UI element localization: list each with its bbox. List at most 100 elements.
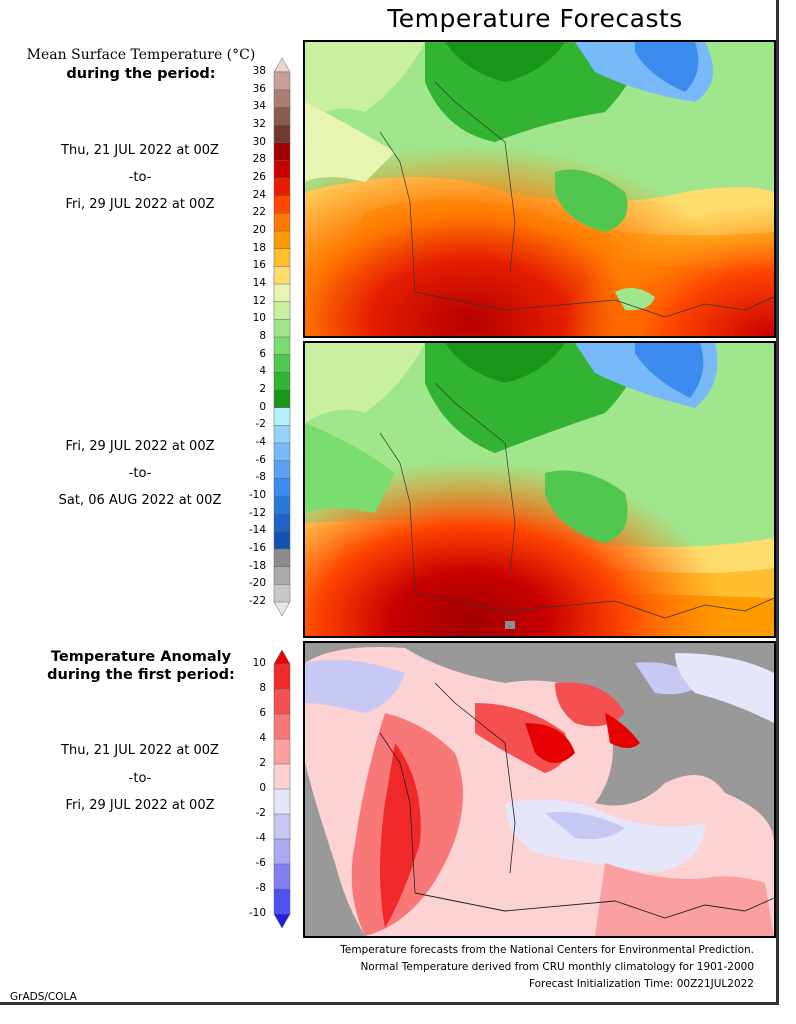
figure-title: Temperature Forecasts bbox=[387, 4, 683, 33]
anomaly-scale-tick-label: -8 bbox=[255, 882, 266, 894]
temperature-scale-swatch bbox=[273, 124, 291, 144]
temperature-scale-tick-label: -10 bbox=[248, 489, 266, 501]
temperature-scale-swatch bbox=[273, 548, 291, 568]
panel2-end-date: Sat, 06 AUG 2022 at 00Z bbox=[58, 493, 222, 508]
panel1-start-date: Thu, 21 JUL 2022 at 00Z bbox=[61, 143, 219, 158]
anomaly-scale-swatch bbox=[273, 763, 291, 790]
anomaly-scale-tick-label: -4 bbox=[255, 832, 266, 844]
temperature-scale-swatch bbox=[273, 601, 291, 616]
panel2-start-date: Fri, 29 JUL 2022 at 00Z bbox=[65, 439, 215, 454]
temperature-scale-tick-label: 6 bbox=[259, 347, 266, 360]
temperature-scale-swatch bbox=[273, 301, 291, 320]
temperature-scale-swatch bbox=[273, 495, 291, 515]
anomaly-scale-swatch bbox=[273, 863, 291, 890]
temperature-scale-tick-label: -20 bbox=[248, 577, 266, 590]
temperature-scale-swatch bbox=[273, 425, 291, 444]
temperature-scale-tick-label: 8 bbox=[259, 330, 266, 342]
temperature-scale-tick-label: 34 bbox=[252, 100, 266, 113]
anomaly-scale-tick-label: 8 bbox=[259, 682, 266, 694]
footer-climatology-note: Normal Temperature derived from CRU mont… bbox=[360, 961, 754, 973]
temperature-scale-tick-label: 10 bbox=[252, 312, 266, 325]
temperature-scale-swatch bbox=[273, 142, 291, 161]
temperature-scale-tick-label: 20 bbox=[252, 224, 266, 236]
temperature-scale-tick-label: -18 bbox=[248, 559, 266, 572]
temperature-anomaly-map bbox=[303, 641, 776, 938]
anomaly-scale-tick-label: -2 bbox=[255, 807, 266, 819]
figure-frame bbox=[0, 0, 779, 1005]
temperature-scale-tick-label: 30 bbox=[252, 135, 266, 148]
grads-credit: GrADS/COLA bbox=[10, 991, 77, 1003]
temperature-scale-swatch bbox=[273, 584, 291, 603]
temperature-scale-tick-label: 18 bbox=[252, 241, 266, 254]
temperature-scale-tick-label: -2 bbox=[255, 418, 266, 431]
temperature-scale-swatch bbox=[273, 478, 291, 497]
temperature-scale-swatch bbox=[273, 213, 291, 232]
temperature-scale-swatch bbox=[273, 389, 291, 409]
temperature-scale-swatch bbox=[273, 160, 291, 179]
temperature-scale-swatch bbox=[273, 266, 291, 285]
temperature-scale-tick-label: 4 bbox=[259, 365, 266, 378]
temperature-scale-tick-label: 32 bbox=[252, 118, 266, 130]
temperature-scale-tick-label: 22 bbox=[252, 206, 266, 219]
temperature-scale-tick-label: 16 bbox=[252, 259, 266, 272]
anomaly-scale-tick-label: 0 bbox=[259, 782, 266, 794]
anomaly-colorbar bbox=[273, 650, 291, 928]
anomaly-scale-swatch bbox=[273, 713, 291, 740]
anomaly-scale-tick-label: 2 bbox=[259, 757, 266, 769]
temperature-scale-swatch bbox=[273, 107, 291, 126]
panel3-heading-line2: during the first period: bbox=[47, 667, 235, 683]
anomaly-scale-tick-label: 6 bbox=[259, 707, 266, 719]
temperature-scale-tick-label: -16 bbox=[248, 542, 266, 554]
temperature-scale-tick-label: -14 bbox=[248, 524, 266, 537]
temperature-scale-swatch bbox=[273, 407, 291, 426]
anomaly-scale-tick-label: -6 bbox=[255, 857, 266, 869]
anomaly-scale-swatch bbox=[273, 813, 291, 840]
temperature-scale-swatch bbox=[273, 71, 291, 91]
panel1-heading-line1: Mean Surface Temperature (°C) bbox=[26, 47, 256, 63]
temperature-colorbar bbox=[273, 58, 291, 616]
footer-source-note: Temperature forecasts from the National … bbox=[340, 944, 754, 956]
temperature-scale-tick-label: -22 bbox=[248, 595, 266, 607]
temperature-scale-swatch bbox=[273, 460, 291, 479]
temperature-scale-tick-label: 14 bbox=[252, 277, 266, 289]
temperature-scale-tick-label: 12 bbox=[252, 294, 266, 307]
temperature-scale-tick-label: -8 bbox=[255, 471, 266, 484]
temperature-scale-swatch bbox=[273, 195, 291, 214]
temperature-scale-tick-label: 26 bbox=[252, 171, 266, 183]
panel1-end-date: Fri, 29 JUL 2022 at 00Z bbox=[65, 197, 215, 212]
week1-temperature-map bbox=[303, 40, 776, 338]
anomaly-scale-swatch bbox=[273, 838, 291, 865]
panel3-to-label: -to- bbox=[128, 771, 152, 786]
anomaly-scale-swatch bbox=[273, 788, 291, 815]
panel3-heading-line1: Temperature Anomaly bbox=[50, 649, 232, 665]
temperature-scale-tick-label: 24 bbox=[252, 188, 266, 201]
panel1-to-label: -to- bbox=[128, 170, 152, 185]
anomaly-scale-tick-label: 4 bbox=[259, 732, 266, 744]
temperature-scale-swatch bbox=[273, 566, 291, 585]
anomaly-scale-swatch bbox=[273, 663, 291, 690]
anomaly-scale-swatch bbox=[273, 913, 291, 928]
temperature-scale-swatch bbox=[273, 230, 291, 250]
temperature-scale-swatch bbox=[273, 283, 291, 303]
temperature-scale-swatch bbox=[273, 319, 291, 338]
temperature-scale-swatch bbox=[273, 248, 291, 267]
week2-temperature-map bbox=[303, 341, 776, 638]
temperature-scale-swatch bbox=[273, 89, 291, 108]
anomaly-scale-swatch bbox=[273, 650, 291, 665]
panel3-end-date: Fri, 29 JUL 2022 at 00Z bbox=[65, 798, 215, 813]
anomaly-scale-tick-label: -10 bbox=[248, 907, 266, 919]
temperature-scale-tick-label: 38 bbox=[252, 65, 266, 77]
temperature-scale-tick-label: 0 bbox=[259, 400, 266, 413]
anomaly-scale-swatch bbox=[273, 688, 291, 715]
temperature-scale-swatch bbox=[273, 177, 291, 197]
temperature-scale-swatch bbox=[273, 336, 291, 356]
temperature-scale-swatch bbox=[273, 531, 291, 550]
temperature-scale-swatch bbox=[273, 58, 291, 73]
panel1-heading-line2: during the period: bbox=[66, 66, 216, 82]
anomaly-scale-tick-label: 10 bbox=[252, 657, 266, 669]
anomaly-scale-swatch bbox=[273, 888, 291, 915]
temperature-scale-tick-label: 28 bbox=[252, 153, 266, 166]
panel2-to-label: -to- bbox=[128, 466, 152, 481]
temperature-scale-tick-label: 36 bbox=[252, 82, 266, 95]
temperature-scale-tick-label: -12 bbox=[248, 506, 266, 519]
